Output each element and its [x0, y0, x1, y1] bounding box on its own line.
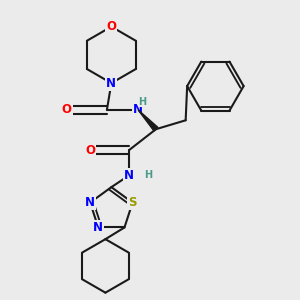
- Text: H: H: [145, 170, 153, 180]
- Text: H: H: [139, 97, 147, 106]
- Text: S: S: [128, 196, 137, 209]
- Text: O: O: [106, 20, 116, 33]
- Text: N: N: [124, 169, 134, 182]
- Text: N: N: [106, 76, 116, 90]
- Text: N: N: [85, 196, 95, 209]
- Text: N: N: [93, 221, 103, 234]
- Text: N: N: [133, 103, 143, 116]
- Text: O: O: [85, 143, 96, 157]
- Text: O: O: [62, 103, 72, 116]
- Polygon shape: [138, 110, 158, 131]
